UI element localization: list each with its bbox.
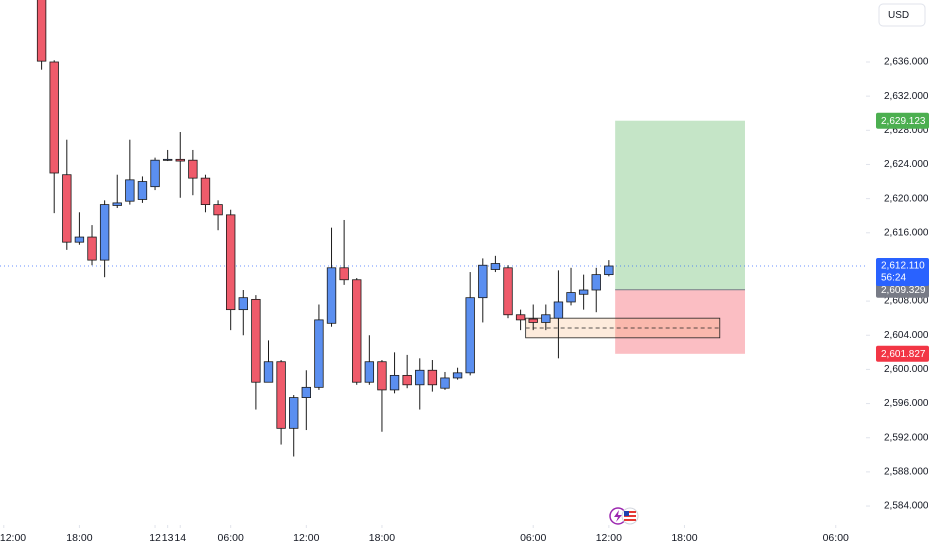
candle-body [238, 297, 248, 311]
candle-body [364, 361, 375, 383]
last-price-label: 2,612.110 [881, 261, 925, 272]
candle-body [175, 158, 185, 162]
y-tick-label: 2,616.000 [884, 227, 929, 238]
y-tick-label: 2,632.000 [884, 91, 929, 102]
y-tick-label: 2,596.000 [884, 398, 929, 409]
candle-body [137, 181, 148, 200]
candle-body [377, 361, 387, 391]
candle-body [36, 0, 47, 62]
currency-label[interactable]: USD [888, 10, 909, 21]
candle-body [200, 177, 211, 206]
candle-body [62, 174, 72, 243]
x-tick-label: 18:00 [671, 532, 697, 544]
y-tick-label: 2,600.000 [884, 364, 929, 375]
price-tag [876, 112, 929, 129]
candle-body [566, 292, 576, 303]
x-tick-label: 06:00 [520, 532, 546, 544]
x-tick-label: 12:00 [0, 532, 26, 544]
y-tick-label: 2,588.000 [884, 467, 929, 478]
y-tick-label: 2,628.000 [884, 125, 929, 136]
candle-body [314, 319, 324, 388]
candle-body [301, 386, 312, 398]
x-tick-label: 12 [149, 532, 161, 544]
x-tick-label: 18:00 [66, 532, 92, 544]
candle-body [389, 374, 400, 391]
currency-button[interactable]: USD [878, 3, 926, 27]
candle-body [465, 297, 475, 374]
x-tick-label: 06:00 [823, 532, 849, 544]
y-tick-label: 2,624.000 [884, 159, 929, 170]
price-tag-label: 2,629.123 [881, 116, 926, 127]
lightning-icon [614, 510, 622, 522]
candle-body [352, 279, 362, 383]
candle-body [553, 301, 564, 319]
candle-body [263, 361, 274, 383]
x-tick-label: 06:00 [218, 532, 244, 544]
candle-body [112, 202, 122, 206]
candle-body [49, 61, 59, 174]
candle-body [326, 267, 337, 324]
y-tick-label: 2,584.000 [884, 501, 929, 512]
candle-body [289, 397, 299, 429]
profit-zone [615, 120, 745, 290]
flag-stripe [624, 517, 636, 519]
candle-body [87, 236, 97, 261]
y-tick-label: 2,604.000 [884, 330, 929, 341]
candle-body [339, 267, 349, 281]
candle-body [162, 158, 173, 161]
candle-body [578, 289, 589, 295]
candle-body [515, 314, 526, 321]
candle-body [528, 318, 538, 323]
candle-body [490, 263, 501, 270]
candle-body [150, 159, 160, 188]
candle-body [99, 204, 110, 261]
candle-body [503, 267, 513, 316]
candle-body [125, 179, 135, 202]
price-axis: 2,584.000 2,588.000 2,592.000 2,596.000 2,60… [866, 57, 929, 512]
loss-zone [615, 289, 745, 354]
price-tag-label: 2,601.827 [881, 349, 926, 360]
candle-body [452, 372, 463, 379]
candle-body [251, 298, 261, 383]
last-price-tag [876, 258, 929, 287]
plot-area [0, 0, 866, 457]
flag-stripe [624, 513, 636, 515]
candle-body [276, 361, 286, 429]
y-tick-label: 2,608.000 [884, 296, 929, 307]
flag-canton [624, 511, 629, 516]
x-tick-label: 12:00 [293, 532, 319, 544]
candle-body [478, 264, 488, 299]
candle-body [188, 159, 198, 179]
candle-body [415, 369, 425, 386]
candle-body [402, 374, 412, 386]
candle-body [541, 314, 551, 323]
y-tick-label: 2,592.000 [884, 432, 929, 443]
candle-body [604, 265, 614, 276]
candle-body [225, 214, 236, 311]
y-tick-label: 2,636.000 [884, 57, 929, 68]
x-tick-label: 14 [174, 532, 186, 544]
button-frame[interactable] [878, 3, 926, 27]
price-tag [876, 345, 929, 362]
candle-body [591, 274, 601, 291]
flag-icon [624, 511, 636, 521]
countdown-label: 56:24 [881, 273, 906, 284]
x-tick-label: 13 [162, 532, 174, 544]
y-tick-label: 2,620.000 [884, 193, 929, 204]
candle-body [440, 377, 450, 389]
x-tick-label: 18:00 [369, 532, 395, 544]
candle-body [427, 369, 438, 386]
candle-body [213, 204, 223, 216]
price-tag-label: 2,609.329 [881, 285, 926, 296]
candle-body [74, 236, 85, 243]
x-tick-label: 12:00 [596, 532, 622, 544]
event-icons[interactable] [609, 507, 639, 525]
